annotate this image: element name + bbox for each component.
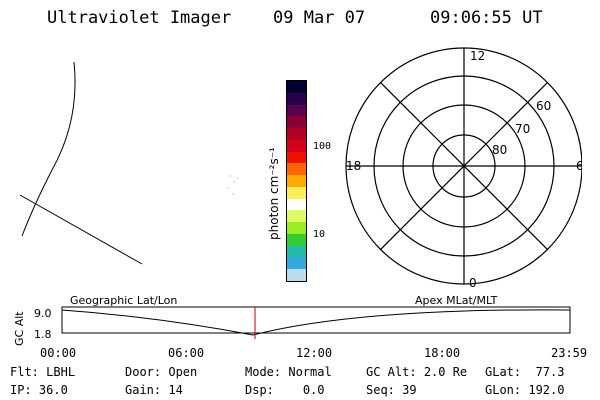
mlt-label-right: 6 bbox=[576, 159, 582, 173]
colorbar-segment bbox=[287, 139, 306, 152]
colorbar-segment bbox=[287, 163, 306, 176]
header-date: 09 Mar 07 bbox=[273, 8, 366, 28]
status-ip: IP: 36.0 bbox=[10, 383, 68, 397]
colorbar-segment bbox=[287, 81, 306, 93]
status-seq: Seq: 39 bbox=[366, 383, 417, 397]
colorbar-unit-label: photon cm⁻²s⁻¹ bbox=[267, 147, 281, 240]
apex-title: Apex MLat/MLT bbox=[415, 294, 498, 307]
colorbar-segment bbox=[287, 128, 306, 140]
status-glat: GLat: 77.3 bbox=[485, 365, 565, 379]
geographic-title: Geographic Lat/Lon bbox=[70, 294, 177, 307]
colorbar-segment bbox=[287, 104, 306, 117]
faint-emission-speckle bbox=[227, 175, 238, 195]
time-tick-0600: 06:00 bbox=[168, 346, 205, 360]
colorbar-segment bbox=[287, 175, 306, 187]
orbit-altitude-panel: GC Alt 9.0 1.8 Geographic Lat/Lon Apex M… bbox=[13, 294, 571, 346]
lat-label-70: 70 bbox=[515, 122, 530, 136]
status-gc-alt: GC Alt: 2.0 Re bbox=[366, 365, 468, 379]
intensity-colorbar bbox=[286, 80, 307, 282]
colorbar-segment bbox=[287, 222, 306, 234]
instrument-title: Ultraviolet Imager bbox=[47, 8, 232, 28]
lat-label-60: 60 bbox=[536, 99, 551, 113]
polar-mlt-plot: 12 0 18 6 60 70 80 bbox=[345, 47, 582, 290]
header-time: 09:06:55 UT bbox=[430, 8, 543, 28]
status-gain: Gain: 14 bbox=[125, 383, 183, 397]
altitude-axis-label: GC Alt bbox=[13, 311, 26, 346]
status-mode: Mode: Normal bbox=[245, 365, 332, 379]
time-tick-0000: 00:00 bbox=[40, 346, 77, 360]
colorbar-segment bbox=[287, 92, 306, 105]
colorbar-unit-text: photon cm⁻²s⁻¹ bbox=[267, 147, 281, 240]
colorbar-segment bbox=[287, 210, 306, 223]
lat-label-80: 80 bbox=[492, 143, 507, 157]
colorbar-segment bbox=[287, 151, 306, 164]
geographic-image-panel bbox=[19, 61, 143, 265]
status-dsp: Dsp: 0.0 bbox=[245, 383, 325, 397]
time-tick-2359: 23:59 bbox=[551, 346, 588, 360]
mlt-label-top: 12 bbox=[470, 49, 485, 63]
colorbar-segment bbox=[287, 269, 306, 282]
altitude-tick-max: 9.0 bbox=[34, 307, 52, 320]
status-door: Door: Open bbox=[125, 365, 198, 379]
colorbar-segment bbox=[287, 116, 306, 129]
mlt-label-bottom: 0 bbox=[469, 276, 477, 290]
colorbar-segment bbox=[287, 245, 306, 258]
status-glon: GLon: 192.0 bbox=[485, 383, 565, 397]
status-filter: Flt: LBHL bbox=[10, 365, 76, 379]
time-tick-1200: 12:00 bbox=[296, 346, 333, 360]
altitude-plot-frame bbox=[61, 306, 571, 334]
colorbar-segment bbox=[287, 233, 306, 246]
colorbar-segment bbox=[287, 198, 306, 211]
colorbar-tick-10: 10 bbox=[313, 229, 326, 240]
colorbar-segment bbox=[287, 186, 306, 199]
coastline-curve bbox=[21, 61, 76, 237]
mlt-label-left: 18 bbox=[346, 159, 361, 173]
colorbar-segment bbox=[287, 257, 306, 270]
meridian-diagonal-2 bbox=[380, 82, 548, 250]
altitude-tick-min: 1.8 bbox=[34, 328, 52, 341]
colorbar-tick-100: 100 bbox=[313, 141, 332, 152]
grid-line bbox=[19, 194, 143, 265]
altitude-curve bbox=[61, 309, 571, 336]
time-tick-1800: 18:00 bbox=[424, 346, 461, 360]
